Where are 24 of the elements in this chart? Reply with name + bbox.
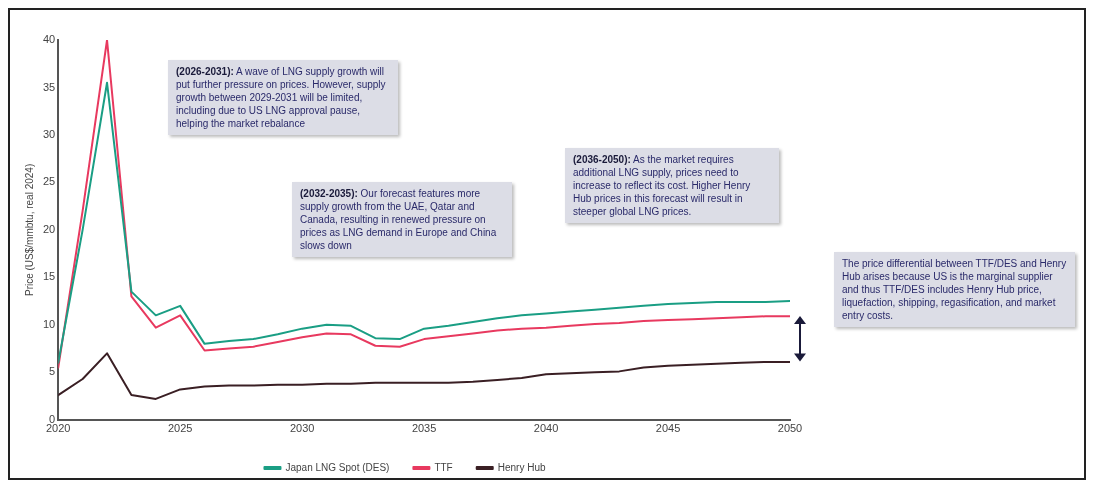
callout-box: (2026-2031): A wave of LNG supply growth will put further pressure on prices. However, supply growth between 2029-2031 will be limited, including due to US LNG approval pause, helping the market rebalance [168, 60, 398, 135]
y-tick-label: 5 [49, 365, 56, 378]
y-tick-label: 20 [42, 222, 56, 235]
x-tick-label: 2030 [289, 422, 315, 435]
x-tick-label: 2040 [533, 422, 559, 435]
legend-label: Henry Hub [497, 461, 546, 473]
x-tick-label: 2050 [777, 422, 803, 435]
x-tick-label: 2045 [655, 422, 681, 435]
y-tick-label: 30 [42, 127, 56, 140]
y-axis-title: Price (US$/mmbtu, real 2024) [23, 163, 35, 297]
y-tick-label: 10 [42, 317, 56, 330]
x-tick-label: 2025 [167, 422, 193, 435]
x-tick-label: 2020 [45, 422, 71, 435]
callout-box: The price differential between TTF/DES and Henry Hub arises because US is the marginal supplier and thus TTF/DES includes Henry Hub price, liquefaction, shipping, regasification, and market entry costs. [834, 252, 1075, 327]
callout-box: (2036-2050): As the market requires additional LNG supply, prices need to increase to reflect its cost. Higher Henry Hub prices in this forecast will result in steeper global LNG prices. [565, 148, 779, 223]
y-tick-label: 40 [42, 33, 56, 46]
y-tick-label: 0 [49, 412, 56, 425]
legend-label: Japan LNG Spot (DES) [285, 461, 390, 473]
x-tick-label: 2035 [411, 422, 437, 435]
callout-box: (2032-2035): Our forecast features more supply growth from the UAE, Qatar and Canada, resulting in renewed pressure on prices as LNG demand in Europe and China slows down [292, 182, 512, 257]
y-tick-label: 35 [42, 80, 56, 93]
y-tick-label: 25 [42, 175, 56, 188]
y-tick-label: 15 [42, 270, 56, 283]
legend-label: TTF [434, 461, 453, 473]
